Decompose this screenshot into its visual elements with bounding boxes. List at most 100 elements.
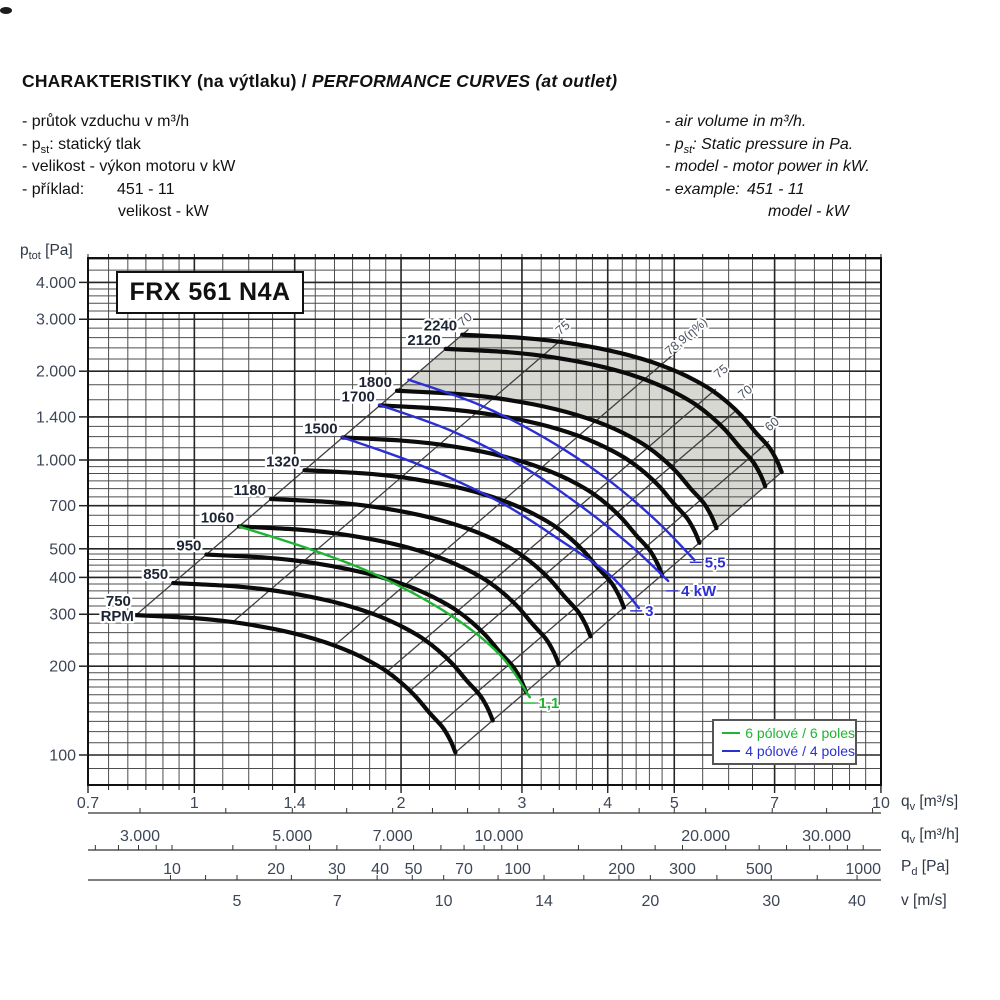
efficiency-line-60 xyxy=(439,440,770,725)
czech-item-0: - průtok vzduchu v m³/h xyxy=(22,113,190,130)
english-item-3: - example: 451 - 11 xyxy=(665,180,805,198)
x-tick-label-m3s: 7 xyxy=(770,795,779,812)
legend-line-swatch xyxy=(722,750,741,752)
x-tick-label-m3h: 5.000 xyxy=(272,828,312,845)
efficiency-label: 70 xyxy=(455,310,475,330)
y-tick-label: 2.000 xyxy=(36,364,76,381)
legend-list-english: - air volume in m³/h. - pst: Static press… xyxy=(665,113,995,226)
efficiency-label: 75 xyxy=(553,318,573,338)
x-tick-label-pd: 1000 xyxy=(845,861,881,878)
czech-item-1: - pst: statický tlak xyxy=(22,135,141,156)
x-tick-label-pd: 40 xyxy=(371,861,389,878)
legend-item-0: 6 pólové / 6 poles xyxy=(722,724,855,742)
rpm-curve-2120 xyxy=(443,346,768,489)
x-tick-label-pd: 30 xyxy=(328,861,346,878)
x-tick-label-pd: 200 xyxy=(608,861,635,878)
x-tick-label-m3h: 3.000 xyxy=(120,828,160,845)
plot-border xyxy=(79,254,882,793)
motor-power-curves xyxy=(238,378,702,704)
model-name: FRX 561 N4A xyxy=(129,278,291,306)
x-tick-label-v: 30 xyxy=(762,893,780,910)
czech-item-3: - příklad: 451 - 11 xyxy=(22,180,175,198)
rpm-label-1060: 1060 xyxy=(201,509,234,526)
rpm-curve-950 xyxy=(204,552,528,694)
english-item-0: - air volume in m³/h. xyxy=(665,113,807,130)
rpm-curve-1700 xyxy=(377,403,702,545)
scan-artifact xyxy=(0,7,12,14)
power-label-4 kW: 4 kW xyxy=(681,583,717,600)
rpm-curve-1800 xyxy=(394,388,719,531)
power-label-5,5: 5,5 xyxy=(705,554,726,571)
rpm-label-1180: 1180 xyxy=(233,482,266,499)
page-title-english: PERFORMANCE CURVES (at outlet) xyxy=(311,71,618,91)
power-curve-4 kW xyxy=(377,403,670,583)
x-tick-label-m3s: 5 xyxy=(670,795,679,812)
rpm-label-1700: 1700 xyxy=(342,388,375,405)
czech-item-4: velikost - kW xyxy=(118,203,209,220)
rpm-label-950: 950 xyxy=(176,538,201,555)
x-tick-label-pd: 10 xyxy=(163,861,181,878)
chart-legend: 6 pólové / 6 poles 4 pólové / 4 poles xyxy=(712,719,857,765)
y-tick-label: 1.000 xyxy=(36,453,76,470)
y-tick-label: 1.400 xyxy=(36,409,76,426)
x-axis-unit-pd: Pd [Pa] xyxy=(901,858,950,879)
power-curve-1,1 xyxy=(238,525,531,699)
efficiency-line-75 xyxy=(231,338,564,624)
x-tick-label-v: 10 xyxy=(435,893,453,910)
y-tick-label: 700 xyxy=(49,498,76,515)
secondary-axes xyxy=(88,808,881,881)
y-tick-label: 400 xyxy=(49,570,76,587)
efficiency-line-75 xyxy=(386,388,717,672)
legend-list-czech: - průtok vzduchu v m³/h - pst: statický t… xyxy=(22,113,452,226)
english-item-4: model - kW xyxy=(768,203,849,220)
x-axis-unit-m3h: qv [m³/h] xyxy=(901,826,960,847)
x-tick-label-pd: 70 xyxy=(455,861,473,878)
rpm-label-2120: 2120 xyxy=(407,332,440,349)
rpm-label-2240: 2240 xyxy=(424,318,457,335)
power-label-3: 3 xyxy=(645,603,653,620)
efficiency-line-78,9(η%) xyxy=(334,345,684,647)
english-item-1: - pst: Static pressure in Pa. xyxy=(665,135,854,156)
rpm-curve-1500 xyxy=(340,435,665,577)
x-tick-label-m3s: 4 xyxy=(603,795,612,812)
curve-labels: 4.000 3.000 2.000 1.400 1.000 700 500 400 300 200… xyxy=(36,275,890,910)
rpm-curve-750 xyxy=(133,613,458,755)
y-axis-unit: ptot [Pa] xyxy=(20,242,73,263)
x-tick-label-pd: 100 xyxy=(504,861,531,878)
x-tick-label-pd: 500 xyxy=(746,861,773,878)
rpm-label-1500: 1500 xyxy=(304,420,337,437)
page-title-czech: CHARAKTERISTIKY (na výtlaku) / xyxy=(22,71,312,91)
y-tick-label: 4.000 xyxy=(36,275,76,292)
power-label-1,1: 1,1 xyxy=(538,695,559,712)
fan-rpm-curves xyxy=(133,332,784,755)
power-curve-5,5 xyxy=(407,378,696,562)
rpm-curve-1060 xyxy=(236,524,561,666)
legend-line-swatch xyxy=(722,732,741,734)
x-axis-unit-m3s: qv [m³/s] xyxy=(901,793,959,814)
efficiency-line-endpoints xyxy=(454,471,783,753)
x-tick-label-m3s: 1 xyxy=(190,795,199,812)
rpm-label-850: 850 xyxy=(143,566,168,583)
legend-item-1: 4 pólové / 4 poles xyxy=(722,742,855,760)
x-tick-label-m3s: 2 xyxy=(397,795,406,812)
x-tick-label-m3s: 1.4 xyxy=(284,795,306,812)
rpm-label-1800: 1800 xyxy=(359,374,392,391)
power-curve-3 xyxy=(341,436,641,610)
x-tick-label-v: 14 xyxy=(535,893,553,910)
x-tick-label-m3h: 30.000 xyxy=(802,828,851,845)
x-tick-label-pd: 50 xyxy=(405,861,423,878)
y-tick-label: 300 xyxy=(49,607,76,624)
y-tick-label: 3.000 xyxy=(36,312,76,329)
y-tick-label: 200 xyxy=(49,659,76,676)
x-tick-label-m3s: 10 xyxy=(872,795,890,812)
x-tick-label-m3s: 3 xyxy=(517,795,526,812)
x-tick-label-m3h: 7.000 xyxy=(373,828,413,845)
english-item-2: - model - motor power in kW. xyxy=(665,158,870,175)
rpm-label-750: 750 RPM xyxy=(101,593,134,625)
x-tick-label-m3h: 20.000 xyxy=(681,828,730,845)
x-tick-label-v: 5 xyxy=(233,893,242,910)
x-tick-label-pd: 300 xyxy=(669,861,696,878)
y-tick-label: 100 xyxy=(49,748,76,765)
